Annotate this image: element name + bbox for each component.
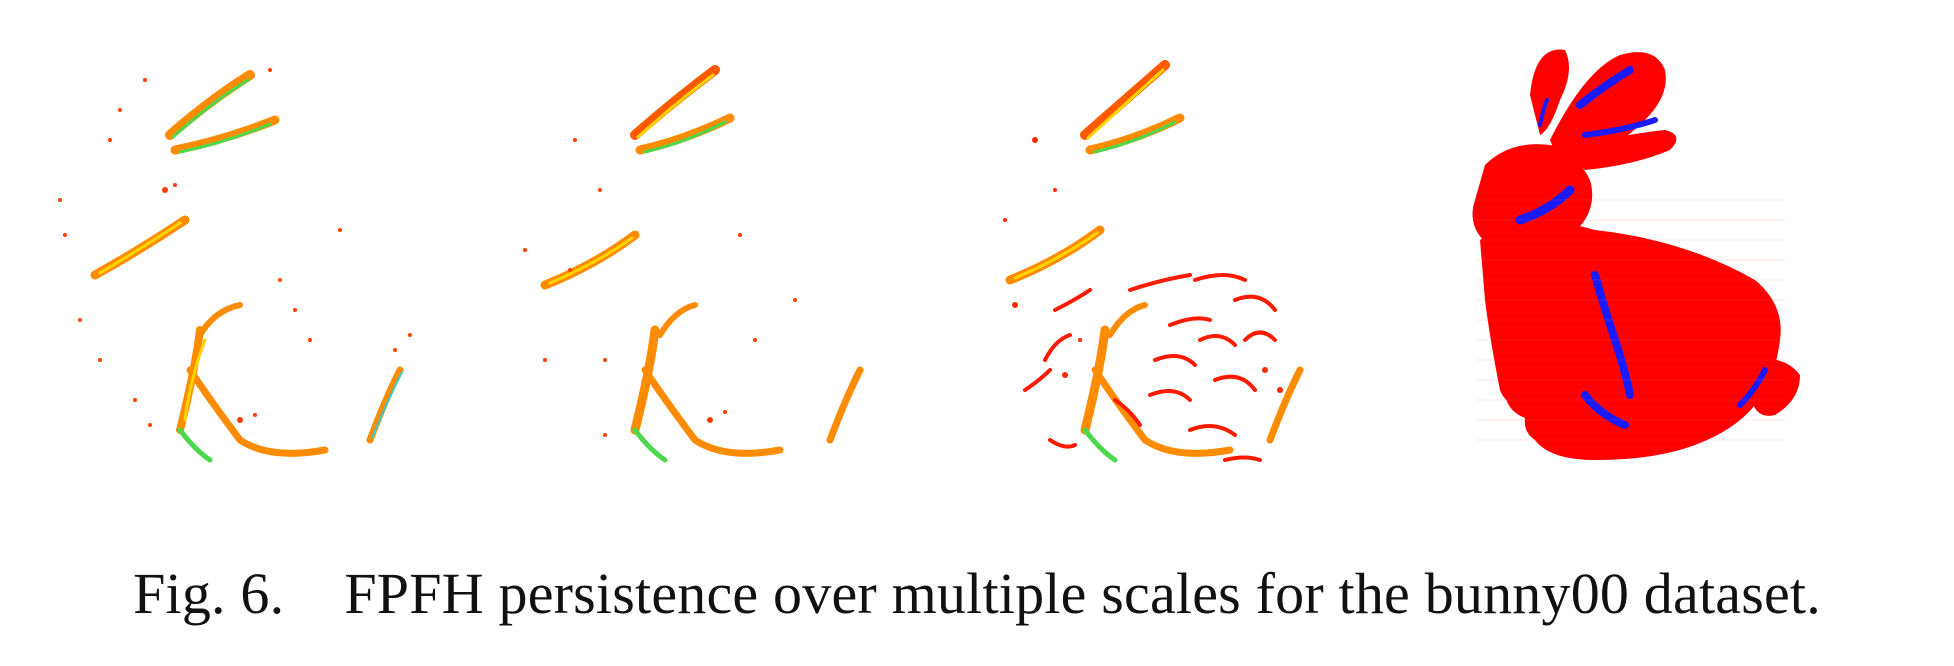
scale-1-persistent-points	[40, 40, 470, 500]
caption-text: FPFH persistence over multiple scales fo…	[344, 561, 1821, 626]
scale-3-persistent-points	[995, 40, 1425, 500]
scale-2-persistent-points	[515, 40, 945, 500]
figure-caption: Fig. 6. FPFH persistence over multiple sc…	[0, 560, 1954, 627]
full-bunny-point-cloud	[1455, 40, 1905, 500]
figure-label: Fig. 6.	[133, 561, 285, 626]
